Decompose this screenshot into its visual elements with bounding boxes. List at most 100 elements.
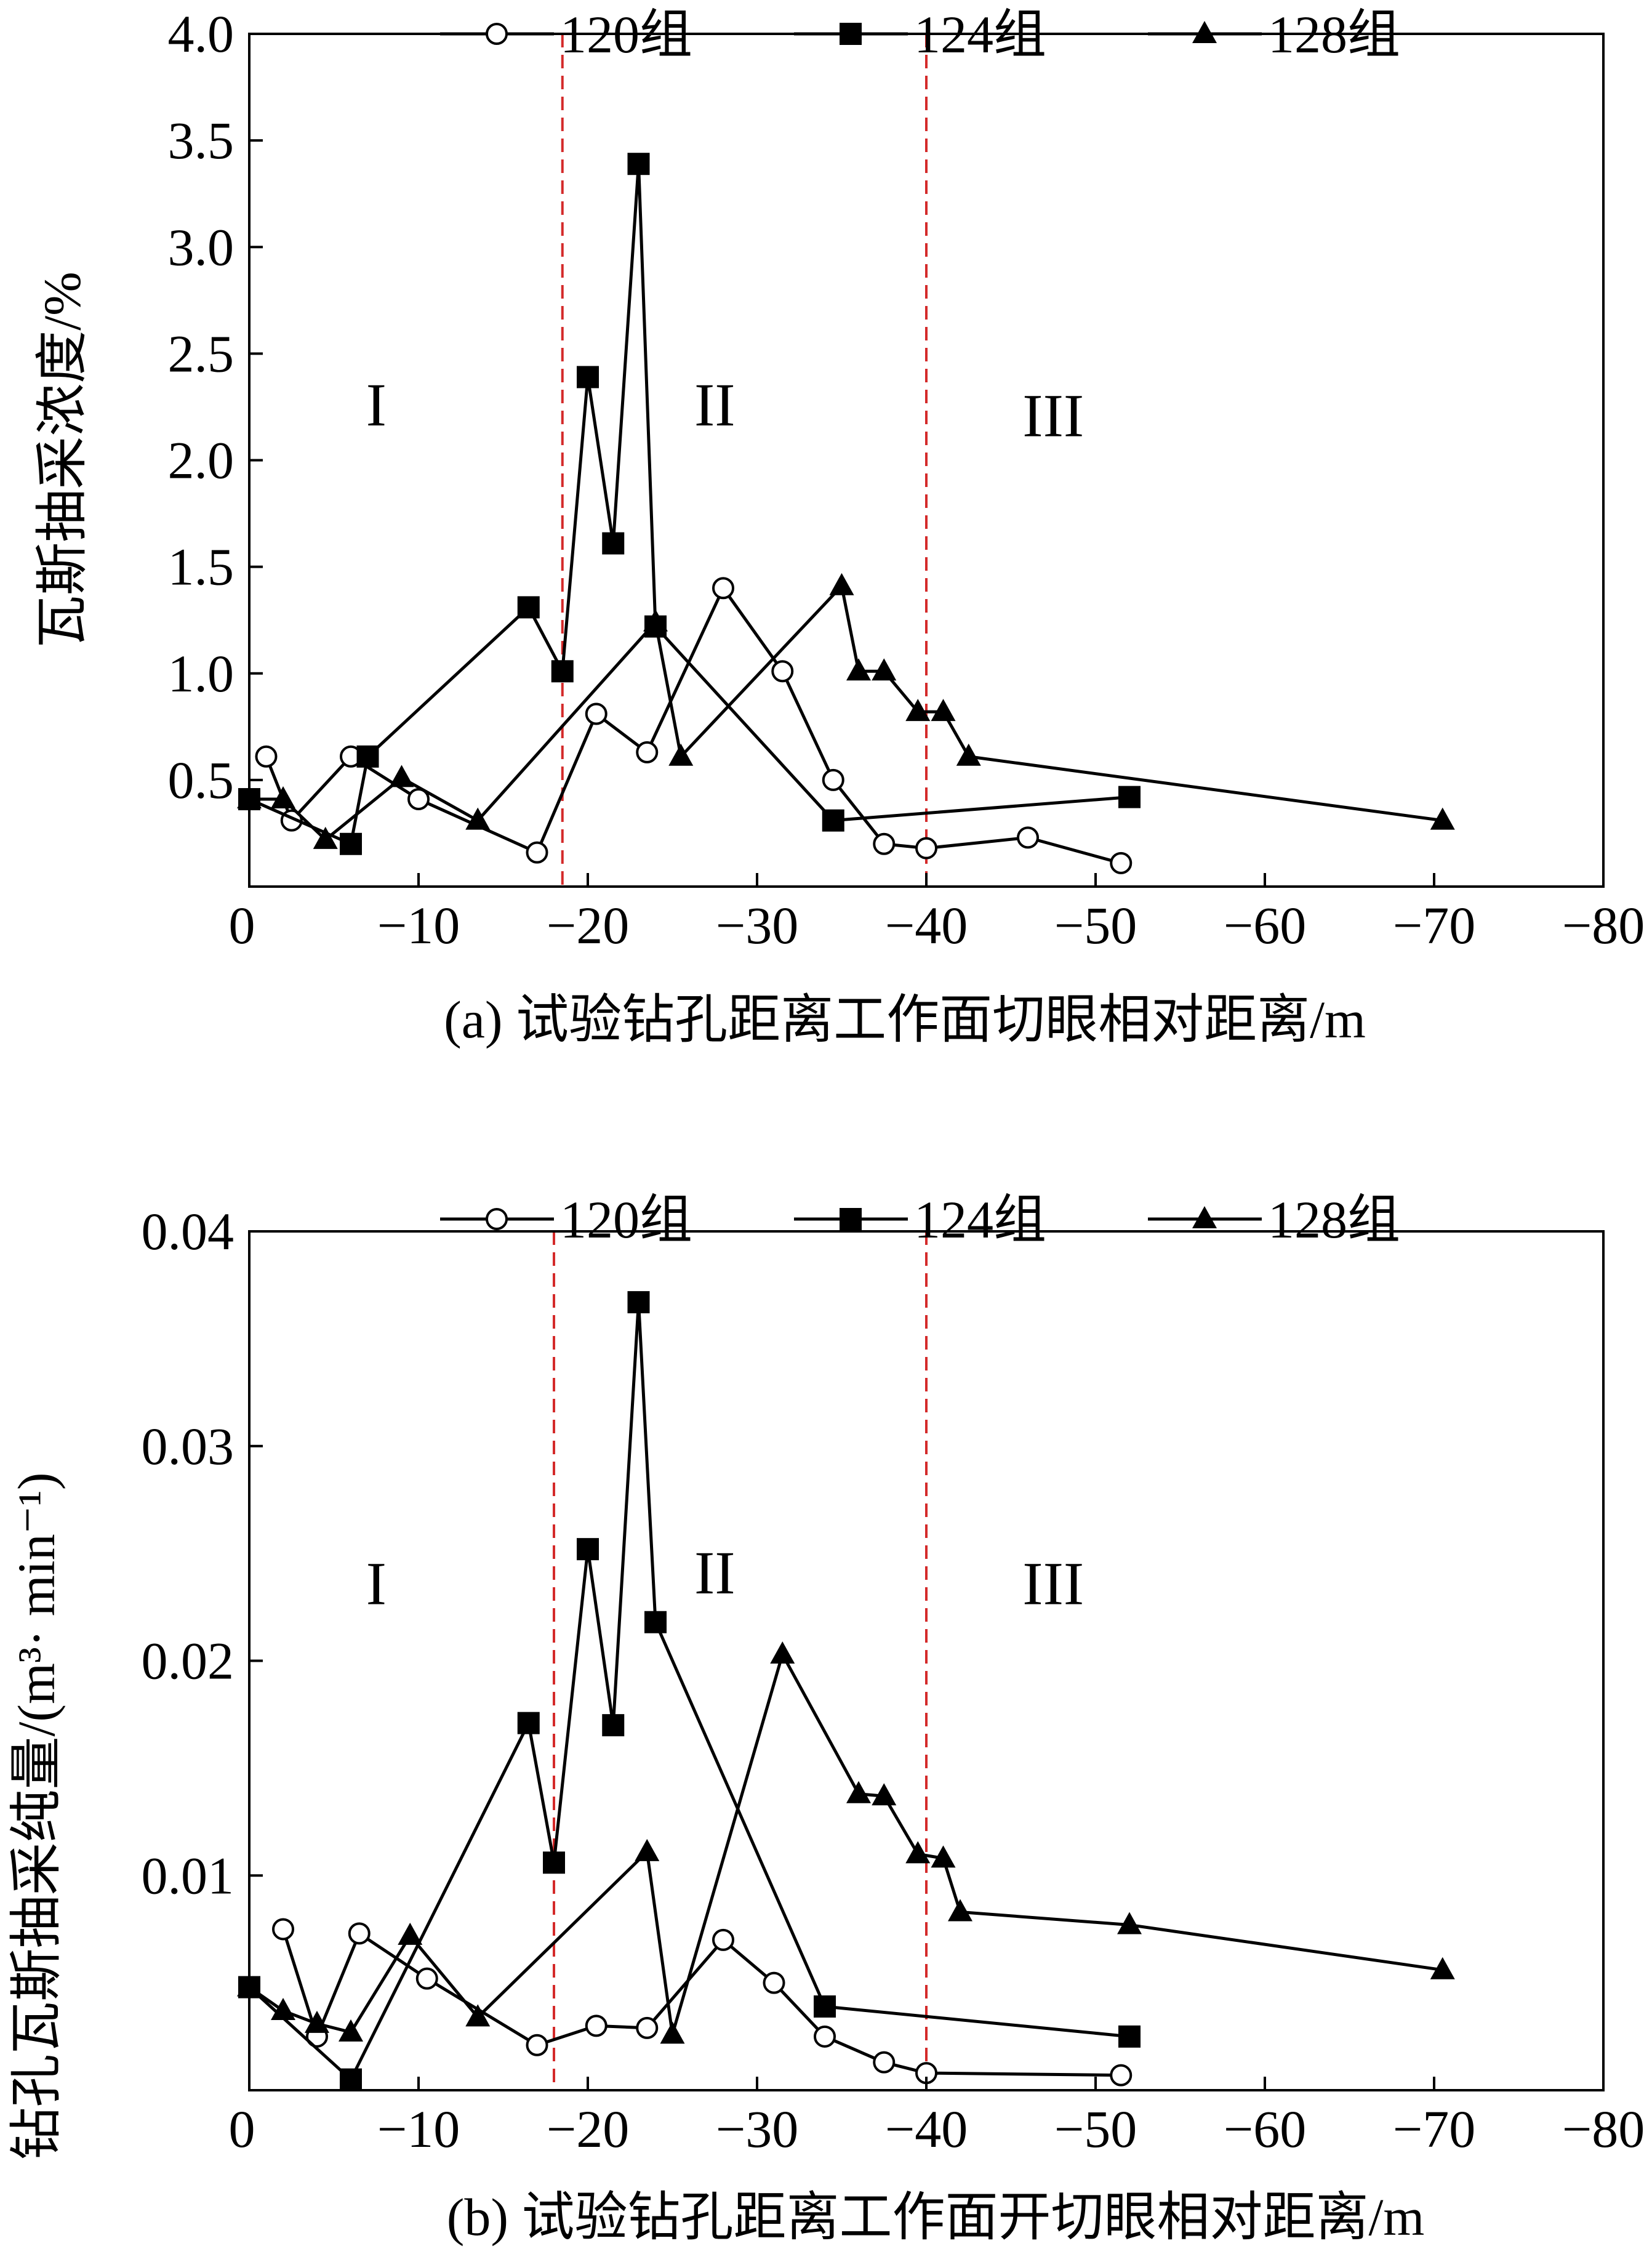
x-tick-label: −60 xyxy=(1224,2099,1307,2159)
x-axis-caption-b: (b) 试验钻孔距离工作面开切眼相对距离/m xyxy=(447,2188,1425,2247)
data-point xyxy=(770,1641,795,1664)
y-tick-label: 0.04 xyxy=(142,1202,235,1261)
data-point xyxy=(465,807,491,830)
y-tick-label: 0.5 xyxy=(168,751,235,810)
data-point xyxy=(1118,2025,1141,2048)
legend-marker xyxy=(486,23,508,45)
x-tick-label: −30 xyxy=(716,896,799,955)
data-point xyxy=(668,743,694,766)
chart-b: 0 −10 −20 −30 −40 −50 −60 −70 −80 0.010.020.030.… xyxy=(7,1190,1645,2247)
data-point xyxy=(1110,2064,1133,2087)
data-point xyxy=(660,2021,685,2044)
series-128组 xyxy=(237,1641,1455,2044)
data-point xyxy=(644,1611,667,1633)
x-tick-label: −40 xyxy=(885,896,968,955)
data-point xyxy=(931,1845,956,1868)
series-a xyxy=(237,153,1455,874)
data-point xyxy=(873,2051,896,2074)
legend-entry-3: 128组 xyxy=(1148,5,1400,64)
data-point xyxy=(872,658,897,681)
data-point xyxy=(577,1538,599,1561)
region-label: II xyxy=(694,371,736,439)
data-point xyxy=(905,1841,931,1864)
y-ticks-a: 0.5 1.0 1.5 2.0 2.5 3.0 3.5 4.0 xyxy=(168,4,263,810)
legend-label: 120组 xyxy=(560,1190,692,1249)
data-point xyxy=(1430,807,1455,830)
data-point xyxy=(915,837,937,859)
legend-label: 124组 xyxy=(914,1190,1046,1249)
data-point xyxy=(585,702,607,725)
data-point xyxy=(956,743,981,766)
region-label: III xyxy=(1022,381,1084,449)
legend-b: 120组 124组 128组 xyxy=(440,1190,1400,1249)
data-point xyxy=(340,832,362,855)
data-point xyxy=(1017,826,1039,849)
region-label: I xyxy=(366,1549,387,1617)
data-point xyxy=(846,1781,871,1803)
data-point xyxy=(348,1922,371,1945)
y-tick-label: 0.03 xyxy=(142,1417,235,1476)
series-b xyxy=(237,1291,1455,2091)
data-point xyxy=(526,841,548,864)
data-point xyxy=(636,741,659,763)
data-point xyxy=(602,1714,625,1737)
data-point xyxy=(627,153,650,175)
y-tick-label: 3.5 xyxy=(168,111,235,170)
x-tick-label: −80 xyxy=(1562,896,1645,955)
legend-a: 120组 124组 128组 xyxy=(440,5,1400,64)
x-axis-caption-a: (a) 试验钻孔距离工作面切眼相对距离/m xyxy=(444,990,1366,1049)
data-point xyxy=(771,660,794,683)
data-point xyxy=(305,2010,329,2033)
legend-entry-2: 124组 xyxy=(794,5,1046,64)
data-point xyxy=(635,1838,660,1861)
series-124组 xyxy=(238,1291,1141,2091)
x-ticks-b: 0 −10 −20 −30 −40 −50 −60 −70 −80 xyxy=(229,2077,1645,2159)
data-point xyxy=(271,1997,295,2020)
data-point xyxy=(814,2025,836,2048)
data-point xyxy=(829,573,854,595)
legend-entry-1: 120组 xyxy=(440,1190,692,1249)
data-point xyxy=(415,1967,438,1990)
data-point xyxy=(271,786,295,809)
series-120组 xyxy=(272,1918,1133,2087)
dividers-b xyxy=(553,1231,928,2090)
region-labels-a: I II III xyxy=(366,371,1085,449)
y-axis-label-a: 瓦斯抽采浓度/% xyxy=(33,272,92,648)
data-point xyxy=(389,765,414,787)
x-tick-label: −80 xyxy=(1562,2099,1645,2159)
y-tick-label: 1.0 xyxy=(168,644,235,703)
data-point xyxy=(846,658,871,681)
x-tick-label: −30 xyxy=(716,2099,799,2159)
legend-entry-3: 128组 xyxy=(1148,1190,1400,1249)
region-label: II xyxy=(694,1539,736,1607)
data-point xyxy=(340,2068,362,2091)
data-point xyxy=(636,2016,659,2039)
x-tick-label: −10 xyxy=(377,2099,460,2159)
legend-entry-1: 120组 xyxy=(440,5,692,64)
data-point xyxy=(627,1291,650,1314)
data-point xyxy=(948,1899,972,1922)
legend-label: 128组 xyxy=(1268,5,1400,64)
x-tick-label: −40 xyxy=(885,2099,968,2159)
series-line xyxy=(248,1652,1443,2036)
data-point xyxy=(873,832,896,855)
legend-label: 124组 xyxy=(914,5,1046,64)
legend-label: 120组 xyxy=(560,5,692,64)
x-tick-label: 0 xyxy=(229,896,255,955)
data-point xyxy=(763,1971,785,1994)
x-tick-label: −20 xyxy=(547,2099,630,2159)
data-point xyxy=(712,1928,734,1951)
data-point xyxy=(517,596,540,619)
x-tick-label: −50 xyxy=(1054,2099,1137,2159)
dividers-a xyxy=(561,34,928,887)
data-point xyxy=(313,826,338,849)
y-tick-label: 3.0 xyxy=(168,217,235,276)
x-tick-label: 0 xyxy=(229,2099,255,2159)
y-axis-label-b: 钻孔瓦斯抽采纯量/(m³· min⁻¹) xyxy=(7,1473,66,2160)
y-ticks-b: 0.01 0.02 0.03 0.04 xyxy=(142,1202,263,1905)
y-tick-label: 1.5 xyxy=(168,537,235,597)
data-point xyxy=(1110,851,1133,874)
x-tick-label: −70 xyxy=(1393,896,1476,955)
data-point xyxy=(1118,786,1141,808)
data-point xyxy=(585,2015,607,2037)
